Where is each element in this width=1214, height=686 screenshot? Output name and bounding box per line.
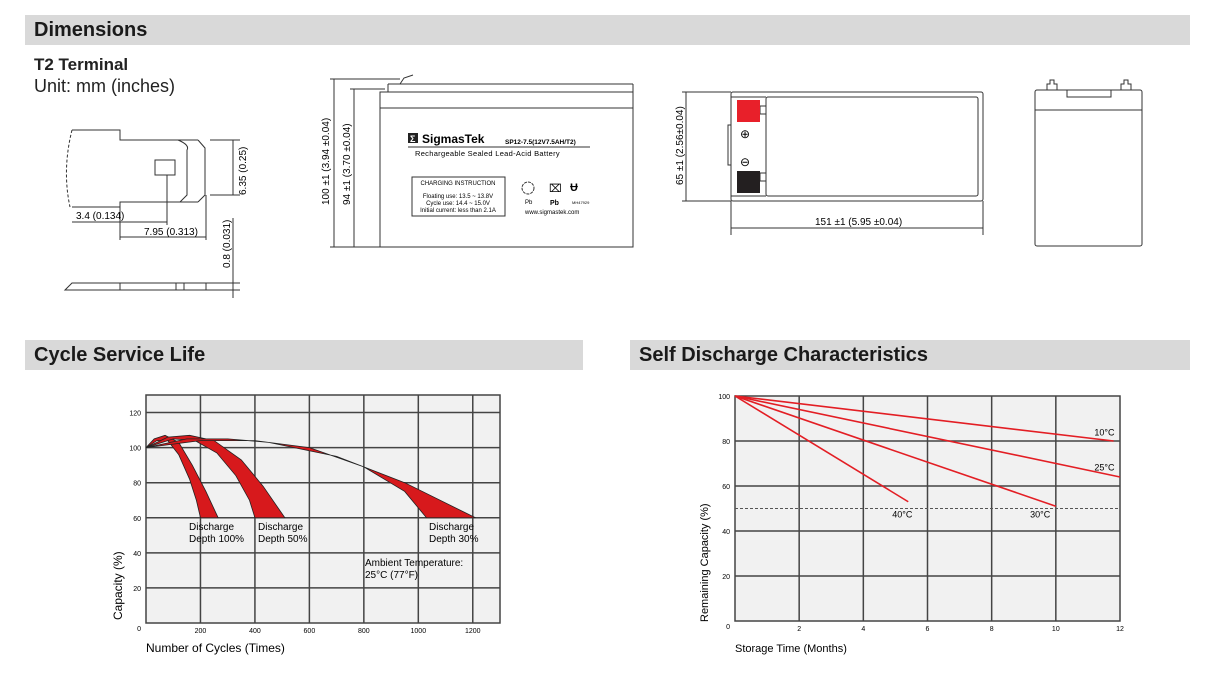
- x-tick-label: 1200: [465, 628, 481, 635]
- x-axis-label: Storage Time (Months): [735, 643, 847, 655]
- series-label: 25°C: [1094, 462, 1115, 472]
- bin-label: Pb: [550, 200, 559, 207]
- cycle-life-chart: 200 400 600 800 1000 1200 0 20 40 60 80 100 120 Disch…: [111, 394, 501, 655]
- y-tick-label: 0: [726, 624, 730, 631]
- x-tick-label: 1000: [411, 628, 427, 635]
- discharge-line-10°C: [734, 395, 1114, 442]
- y-tick-label: 120: [129, 411, 141, 418]
- x-tick-label: 10: [1052, 626, 1060, 633]
- discharge-line-40°C: [734, 395, 909, 503]
- section-header-dimensions: Dimensions: [25, 15, 1190, 45]
- website: www.sigmastek.com: [524, 210, 579, 216]
- cycle-band-3: [145, 438, 476, 519]
- battery-front-drawing: [330, 74, 634, 248]
- y-tick-label: 80: [133, 481, 141, 488]
- y-tick-label: 0: [137, 626, 141, 633]
- cycle-band-2: [145, 434, 286, 519]
- battery-side-drawing: [1034, 79, 1143, 247]
- x-tick-label: 400: [249, 628, 261, 635]
- positive-symbol-icon: ⊕: [740, 127, 750, 141]
- x-tick-label: 12: [1116, 626, 1124, 633]
- series-label: Discharge: [189, 522, 234, 533]
- charging-line: Initial current: less than 2.1A: [420, 208, 496, 214]
- recycle-icon: [521, 181, 535, 195]
- series-label: Depth 100%: [189, 534, 244, 545]
- y-tick-label: 80: [722, 439, 730, 446]
- section-title: Self Discharge Characteristics: [639, 344, 929, 366]
- x-tick-label: 6: [926, 626, 930, 633]
- y-tick-label: 60: [133, 516, 141, 523]
- x-axis-label: Number of Cycles (Times): [146, 641, 285, 655]
- dim-terminal-height: 6.35 (0.25): [238, 147, 249, 195]
- dim-terminal-width: 3.4 (0.134): [76, 211, 124, 222]
- y-tick-label: 20: [722, 574, 730, 581]
- x-tick-label: 4: [861, 626, 865, 633]
- y-tick-label: 100: [129, 446, 141, 453]
- x-tick-label: 800: [358, 628, 370, 635]
- model-label: SP12-7.5(12V7.5AH/T2): [505, 139, 576, 146]
- battery-description: Rechargeable Sealed Lead-Acid Battery: [415, 149, 560, 158]
- brand-name: SigmasTek: [422, 132, 485, 146]
- dim-total-height: 100 ±1 (3.94 ±0.04): [321, 118, 332, 205]
- series-label: Depth 50%: [258, 534, 308, 545]
- x-tick-label: 200: [195, 628, 207, 635]
- terminal-title: T2 Terminal: [34, 55, 129, 74]
- charging-title: CHARGING INSTRUCTION: [421, 181, 496, 187]
- y-tick-label: 20: [133, 586, 141, 593]
- x-tick-label: 8: [990, 626, 994, 633]
- positive-terminal: [737, 100, 760, 122]
- charging-line: Floating use: 13.5 ~ 13.8V: [423, 194, 493, 200]
- battery-top-drawing: [682, 91, 984, 235]
- annotation: 25°C (77°F): [365, 570, 418, 581]
- y-tick-label: 60: [722, 484, 730, 491]
- dim-depth: 65 ±1 (2.56±0.04): [675, 106, 686, 185]
- y-tick-label: 100: [718, 394, 730, 401]
- dimension-drawings: 3.4 (0.134) 7.95 (0.313) 6.35 (0.25) 0.8…: [63, 74, 1143, 298]
- series-label: 40°C: [892, 510, 913, 520]
- terminal-drawing: [63, 129, 240, 298]
- y-tick-label: 40: [133, 551, 141, 558]
- annotation: Ambient Temperature:: [365, 558, 463, 569]
- series-label: Depth 30%: [429, 534, 479, 545]
- unit-label: Unit: mm (inches): [34, 76, 176, 96]
- section-title: Cycle Service Life: [34, 344, 206, 366]
- ul-code: MH47929: [572, 200, 590, 205]
- discharge-line-30°C: [734, 395, 1057, 508]
- dim-length: 151 ±1 (5.95 ±0.04): [815, 217, 902, 228]
- series-label: Discharge: [258, 522, 303, 533]
- y-axis-label: Capacity (%): [111, 551, 125, 620]
- x-tick-label: 2: [797, 626, 801, 633]
- negative-terminal: [737, 171, 760, 193]
- brand-logo-glyph: Σ: [410, 134, 416, 144]
- dim-terminal-thickness: 0.8 (0.031): [222, 220, 233, 268]
- y-tick-label: 40: [722, 529, 730, 536]
- section-header-cycle-life: Cycle Service Life: [25, 340, 583, 370]
- negative-symbol-icon: ⊖: [740, 155, 750, 169]
- section-title: Dimensions: [34, 19, 148, 41]
- series-label: 30°C: [1030, 510, 1051, 520]
- y-axis-label: Remaining Capacity (%): [699, 503, 711, 622]
- section-header-self-discharge: Self Discharge Characteristics: [630, 340, 1190, 370]
- ul-mark-icon: Ʉ: [570, 182, 578, 194]
- dim-case-height: 94 ±1 (3.70 ±0.04): [342, 123, 353, 205]
- series-label: Discharge: [429, 522, 474, 533]
- crossed-bin-icon: ⌧: [549, 183, 562, 195]
- recycle-label: Pb: [525, 200, 533, 206]
- series-label: 10°C: [1094, 427, 1115, 437]
- x-tick-label: 600: [304, 628, 316, 635]
- charging-line: Cycle use: 14.4 ~ 15.0V: [426, 201, 490, 207]
- brand-logo-icon: [408, 133, 418, 143]
- dim-terminal-hole: 7.95 (0.313): [144, 227, 198, 238]
- discharge-line-25°C: [734, 395, 1121, 478]
- self-discharge-chart: 2 4 6 8 10 12 0 20 40 60 80 100 10°C 25°C 30°C 40°C Stor…: [699, 394, 1124, 655]
